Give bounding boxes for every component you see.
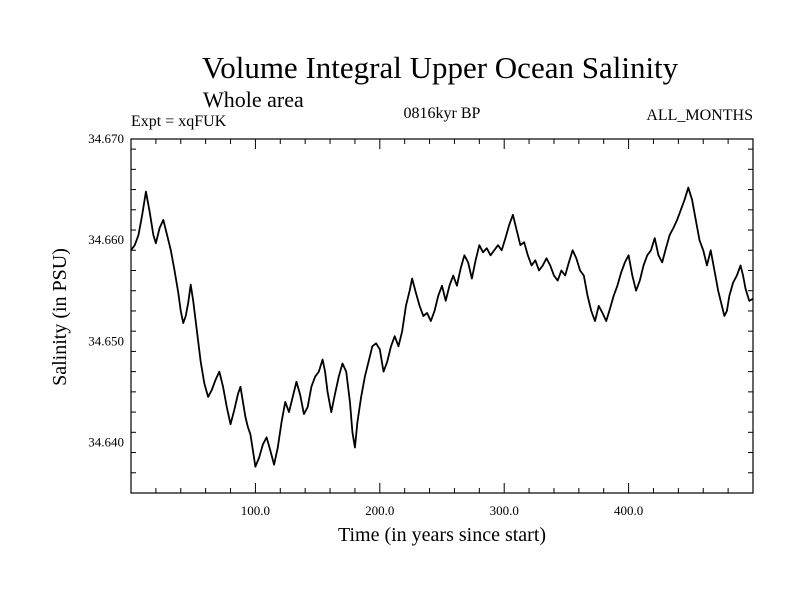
chart-subtitle: Whole area [203, 87, 304, 112]
months-label: ALL_MONTHS [646, 107, 753, 124]
salinity-series-line [130, 186, 754, 468]
series-layer [130, 186, 754, 468]
y-tick-label: 34.670 [88, 131, 124, 146]
chart-title: Volume Integral Upper Ocean Salinity [201, 50, 679, 85]
plot-frame [130, 138, 754, 494]
x-tick-label: 400.0 [614, 503, 643, 518]
y-tick-label: 34.650 [88, 333, 124, 348]
y-tick-label: 34.640 [88, 434, 124, 449]
x-tick-label: 300.0 [490, 503, 519, 518]
period-label: 0816kyr BP [403, 105, 481, 122]
axes: 100.0 200.0 300.0 400.0 34.640 34.650 34.660 34… [88, 131, 753, 518]
x-tick-label: 100.0 [241, 503, 270, 518]
x-tick-label: 200.0 [365, 503, 394, 518]
x-axis-label: Time (in years since start) [337, 524, 547, 546]
experiment-label: Expt = xqFUK [131, 113, 227, 130]
y-tick-label: 34.660 [88, 232, 124, 247]
